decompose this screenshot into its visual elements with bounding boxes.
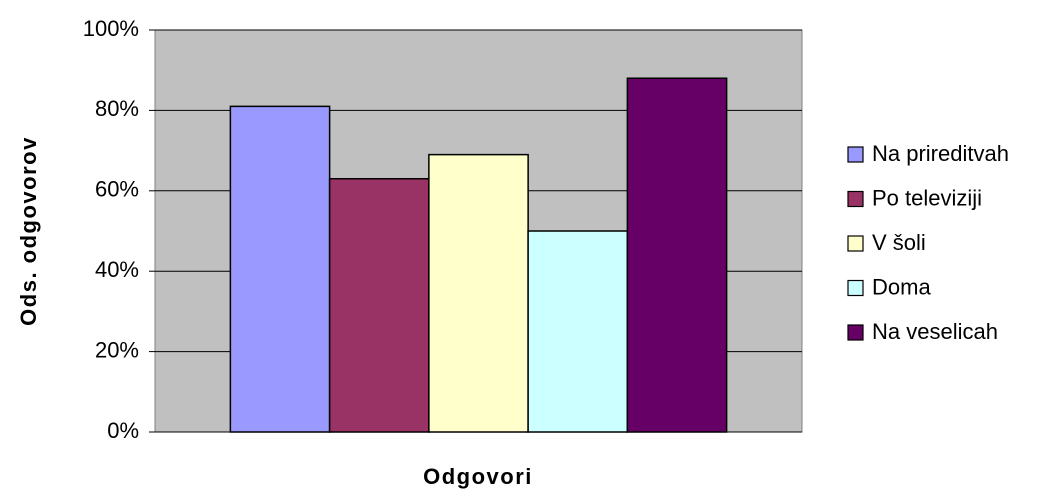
legend-swatch xyxy=(847,146,864,163)
legend-label: Po televiziji xyxy=(872,185,982,210)
y-tick-label: 0% xyxy=(107,418,139,443)
legend-swatch xyxy=(847,279,864,297)
legend-label: Doma xyxy=(872,274,931,299)
y-tick-label: 80% xyxy=(95,96,139,121)
legend-label: Na veselicah xyxy=(872,319,998,344)
bar xyxy=(626,77,728,433)
y-tick-label: 100% xyxy=(83,16,139,41)
y-axis-label: Ods. odgovorov xyxy=(16,136,41,326)
y-tick-label: 60% xyxy=(95,177,139,202)
legend-swatch xyxy=(847,190,864,208)
y-tick-label: 20% xyxy=(95,337,139,362)
bar xyxy=(428,153,529,433)
x-axis-label: Odgovori xyxy=(423,464,533,489)
legend-label: Na prireditvah xyxy=(872,141,1009,166)
legend-swatch xyxy=(847,235,864,252)
bar xyxy=(229,105,331,433)
y-tick-label: 40% xyxy=(95,257,139,282)
legend-swatch xyxy=(847,324,864,341)
legend-label: V šoli xyxy=(872,230,926,255)
bar xyxy=(527,230,629,433)
bar xyxy=(328,177,430,433)
